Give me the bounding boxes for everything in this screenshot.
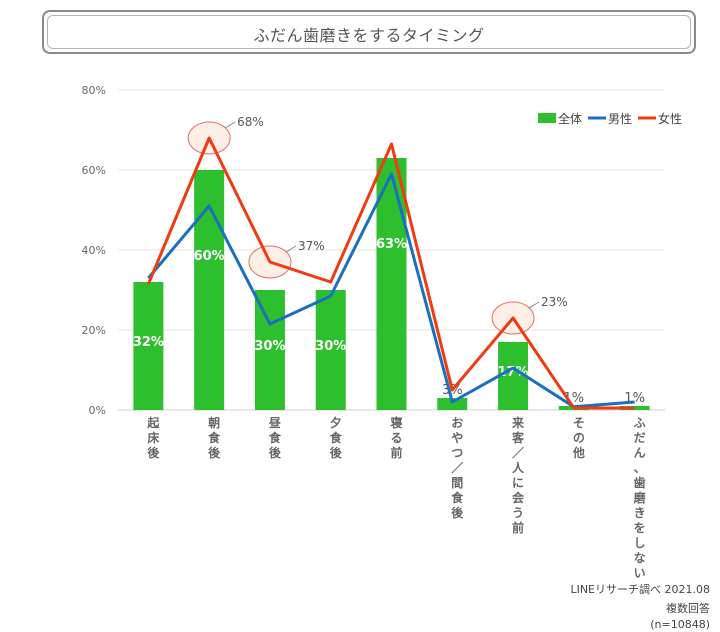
category-label-char: い <box>634 566 646 580</box>
category-label-char: 起 <box>146 415 160 430</box>
category-label-char: 食 <box>268 430 282 445</box>
category-label-char: う <box>512 506 524 520</box>
category-label-char: や <box>451 431 463 445</box>
category-label-char: に <box>512 476 524 490</box>
bar <box>437 398 468 410</box>
chart-title-box: ふだん歯磨きをするタイミング <box>42 10 696 54</box>
category-label-char: 会 <box>512 490 525 505</box>
category-label-char: つ <box>451 446 463 460</box>
bar-value-label: 17% <box>497 365 528 380</box>
answer-note: 複数回答 <box>666 602 710 615</box>
category-label-char: ふ <box>634 416 646 430</box>
category-label-char: 後 <box>451 505 464 520</box>
category-label-char: ん <box>634 446 646 460</box>
category-label-char: 歯 <box>634 475 646 490</box>
y-tick-label: 40% <box>82 244 106 257</box>
series-line-female <box>147 136 635 410</box>
highlight-label: 23% <box>541 295 568 309</box>
category-label-char: 、 <box>634 461 646 475</box>
legend-label-male: 男性 <box>608 112 632 126</box>
bar <box>133 282 164 410</box>
bar-value-label: 30% <box>254 339 285 354</box>
category-label-char: 客 <box>511 430 525 445</box>
category-label-char: 食 <box>450 490 464 505</box>
sample-size-note: (n=10848) <box>650 618 710 631</box>
category-label-char: だ <box>634 431 646 445</box>
bar-value-label: 60% <box>194 249 225 264</box>
bar <box>315 290 346 410</box>
category-label-char: の <box>573 431 585 445</box>
category-label-char: る <box>390 431 402 445</box>
category-label-char: 来 <box>511 415 525 430</box>
category-label-char: 他 <box>572 445 585 460</box>
bar-value-label: 30% <box>315 339 346 354</box>
category-label-char: 食 <box>207 430 221 445</box>
source-note: LINEリサーチ調べ 2021.08 <box>570 583 710 596</box>
y-tick-label: 20% <box>82 324 106 337</box>
y-tick-label: 0% <box>89 404 106 417</box>
bar <box>254 290 285 410</box>
category-label-char: 食 <box>329 430 343 445</box>
category-label-char: 寝 <box>390 415 402 430</box>
category-label-char: 床 <box>147 430 160 445</box>
category-label-char: 後 <box>330 445 343 460</box>
category-label-char: し <box>634 536 646 550</box>
highlight-leader <box>224 121 236 129</box>
legend-label-all: 全体 <box>558 111 582 126</box>
category-label-char: を <box>634 521 646 535</box>
category-label-char: 磨 <box>633 490 646 505</box>
category-label-char: ／ <box>451 460 463 475</box>
category-label-char: 前 <box>390 445 402 460</box>
y-tick-label: 80% <box>82 84 106 97</box>
highlight-label: 68% <box>237 115 264 129</box>
category-label-char: 後 <box>269 445 282 460</box>
category-label-char: 前 <box>512 520 524 535</box>
category-label-char: 間 <box>451 476 463 490</box>
bar-value-label: 63% <box>376 237 407 252</box>
category-label-char: 人 <box>512 460 525 475</box>
legend-swatch-all <box>538 113 556 123</box>
bar <box>194 170 225 410</box>
category-label-char: き <box>634 506 646 520</box>
category-label-char: ／ <box>512 445 524 460</box>
category-label-char: 昼 <box>268 415 282 430</box>
category-label-char: お <box>451 416 463 430</box>
highlight-leader <box>285 245 297 253</box>
series-line-male <box>147 172 635 409</box>
bar <box>376 158 407 410</box>
category-label-char: そ <box>573 416 585 430</box>
category-label-char: な <box>634 551 646 565</box>
legend-label-female: 女性 <box>658 111 682 126</box>
y-tick-label: 60% <box>82 164 106 177</box>
highlight-leader <box>528 301 540 309</box>
bar-value-label: 32% <box>133 335 164 350</box>
category-label-char: 夕 <box>330 415 342 430</box>
highlight-label: 37% <box>298 239 325 253</box>
category-label-char: 朝 <box>208 415 220 430</box>
category-label-char: 後 <box>147 445 160 460</box>
category-label-char: 後 <box>208 445 221 460</box>
